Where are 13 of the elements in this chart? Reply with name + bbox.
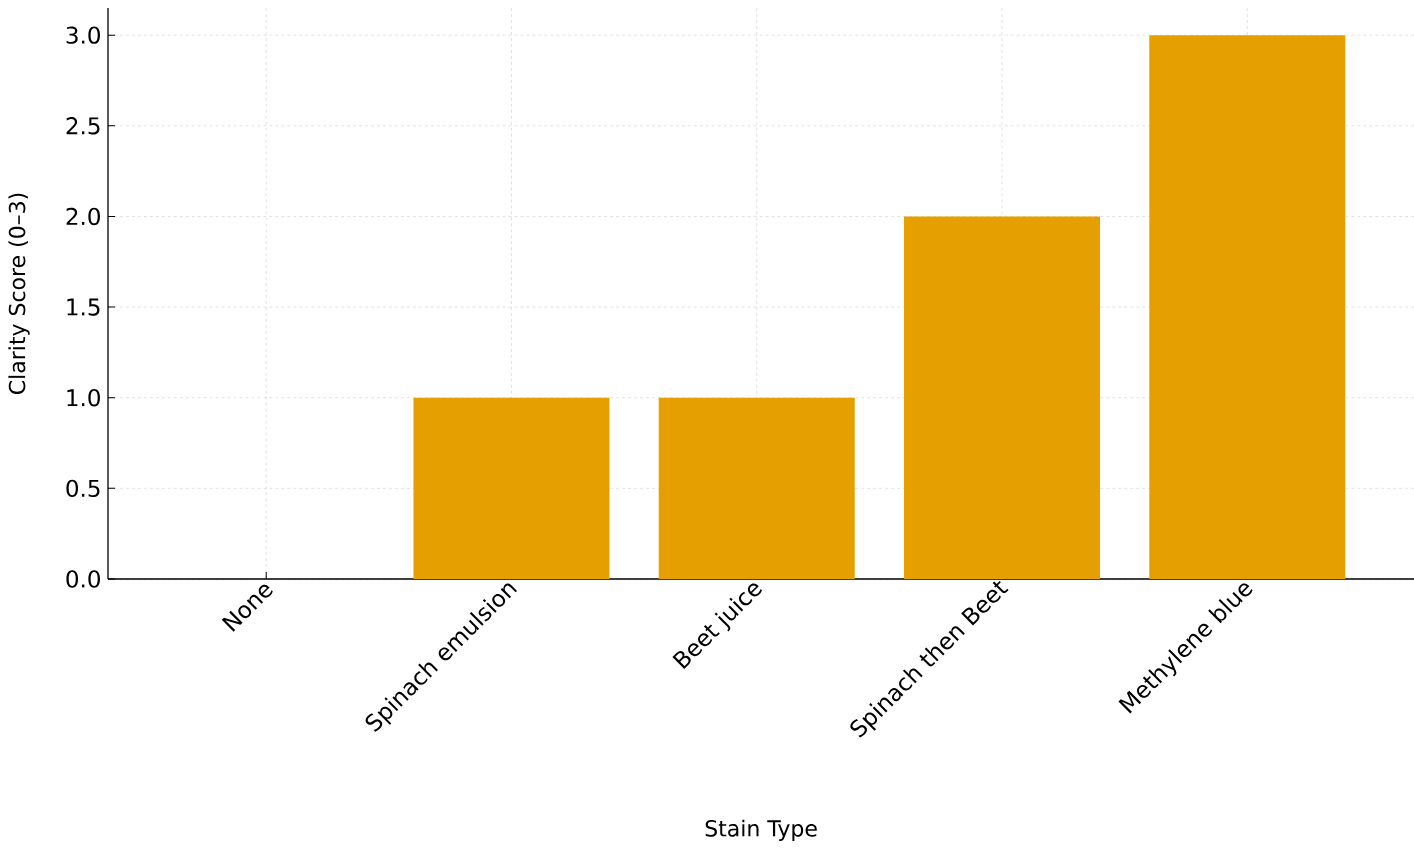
bar xyxy=(658,397,855,579)
y-tick-label: 1.0 xyxy=(67,389,100,407)
y-tick-label: 0.5 xyxy=(66,479,100,498)
y-tick-label: 0.0 xyxy=(66,570,100,588)
y-tick-label: 2.0 xyxy=(66,207,100,226)
x-axis-title: Stain Type xyxy=(705,819,817,841)
bar xyxy=(904,216,1101,579)
bar xyxy=(1149,35,1346,579)
y-tick-label: 1.5 xyxy=(67,298,100,316)
bar xyxy=(413,397,610,579)
y-tick-label: 3.0 xyxy=(66,26,100,44)
y-axis-title: Clarity Score (0–3) xyxy=(8,193,30,395)
y-tick-label: 2.5 xyxy=(66,117,100,135)
